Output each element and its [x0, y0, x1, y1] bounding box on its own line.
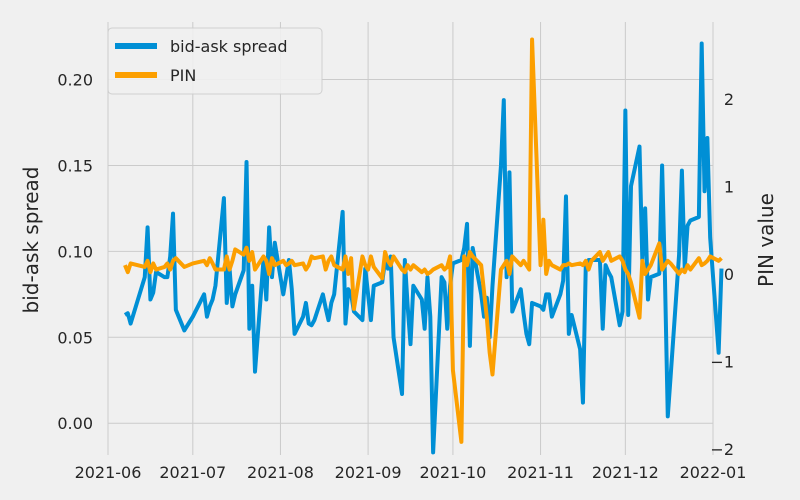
legend-label-bid-ask-spread: bid-ask spread [170, 37, 288, 56]
y2-tick-label: −2 [710, 440, 734, 459]
series-layer [123, 37, 724, 455]
x-tick-label: 2021-12 [592, 463, 659, 482]
legend-label-pin: PIN [170, 66, 196, 85]
legend: bid-ask spread PIN [107, 27, 323, 95]
y2-tick-label: 0 [724, 265, 734, 284]
x-tick-label: 2021-11 [507, 463, 574, 482]
y-tick-label: 0.20 [57, 71, 93, 90]
y-tick-label: 0.00 [57, 414, 93, 433]
y-tick-label: 0.05 [57, 328, 93, 347]
y-axis-title: bid-ask spread [19, 167, 43, 314]
x-tick-label: 2021-10 [419, 463, 486, 482]
y-tick-label: 0.15 [57, 156, 93, 175]
y-tick-labels: 0.00 0.05 0.10 0.15 0.20 [57, 71, 93, 434]
x-tick-label: 2022-01 [680, 463, 747, 482]
y2-tick-labels: −2 −1 0 1 2 [710, 90, 734, 459]
x-tick-label: 2021-06 [75, 463, 142, 482]
x-tick-label: 2021-08 [247, 463, 314, 482]
y2-axis-title: PIN value [754, 193, 778, 287]
y-tick-label: 0.10 [57, 242, 93, 261]
series-line-bid-ask-spread [123, 41, 724, 455]
x-tick-labels: 2021-06 2021-07 2021-08 2021-09 2021-10 2021-… [75, 463, 747, 482]
series-line-pin [123, 37, 723, 444]
y2-tick-label: −1 [710, 352, 734, 371]
y2-tick-label: 1 [724, 177, 734, 196]
x-tick-label: 2021-09 [335, 463, 402, 482]
y2-tick-label: 2 [724, 90, 734, 109]
x-tick-label: 2021-07 [159, 463, 226, 482]
legend-box [107, 27, 323, 95]
